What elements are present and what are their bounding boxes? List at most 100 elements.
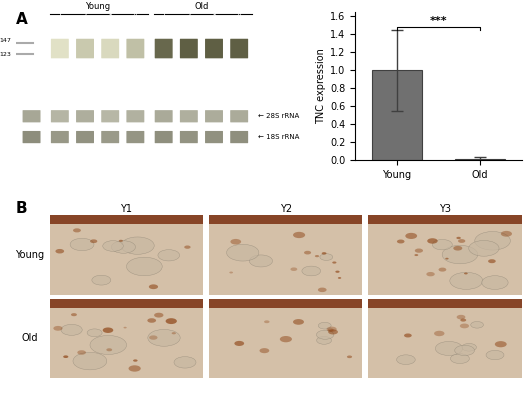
- Circle shape: [315, 255, 319, 257]
- Text: -: -: [30, 11, 33, 20]
- Circle shape: [264, 320, 269, 323]
- FancyBboxPatch shape: [51, 110, 69, 123]
- Circle shape: [280, 336, 292, 342]
- Text: Young: Young: [15, 250, 44, 260]
- Circle shape: [259, 348, 269, 353]
- Circle shape: [327, 327, 337, 332]
- Text: Old: Old: [194, 2, 209, 11]
- Circle shape: [90, 335, 126, 355]
- Circle shape: [55, 249, 64, 253]
- Circle shape: [302, 266, 320, 276]
- Text: A: A: [16, 12, 27, 27]
- Circle shape: [149, 335, 158, 340]
- Text: 2: 2: [83, 11, 87, 20]
- Circle shape: [475, 232, 511, 250]
- Circle shape: [332, 262, 336, 264]
- Circle shape: [77, 350, 86, 355]
- FancyBboxPatch shape: [205, 39, 223, 58]
- Circle shape: [488, 259, 496, 263]
- Circle shape: [456, 315, 465, 320]
- Circle shape: [290, 268, 297, 271]
- Circle shape: [426, 272, 435, 276]
- Circle shape: [184, 245, 191, 249]
- Circle shape: [414, 254, 418, 256]
- Text: Young: Young: [85, 2, 110, 11]
- Circle shape: [501, 231, 512, 237]
- Circle shape: [133, 359, 138, 362]
- Circle shape: [249, 255, 272, 267]
- Circle shape: [458, 239, 465, 243]
- Text: 4: 4: [237, 11, 241, 20]
- Circle shape: [227, 244, 259, 261]
- Circle shape: [455, 345, 474, 355]
- Circle shape: [434, 331, 444, 336]
- Bar: [368, 215, 522, 225]
- Circle shape: [73, 229, 81, 232]
- FancyBboxPatch shape: [76, 39, 94, 58]
- Text: 1: 1: [161, 11, 166, 20]
- Circle shape: [70, 238, 94, 251]
- Y-axis label: TNC expression: TNC expression: [316, 48, 326, 124]
- Circle shape: [442, 245, 478, 264]
- FancyBboxPatch shape: [101, 39, 119, 58]
- Circle shape: [435, 341, 463, 355]
- Circle shape: [230, 239, 241, 245]
- FancyBboxPatch shape: [180, 110, 198, 123]
- Circle shape: [148, 329, 180, 346]
- Text: 3: 3: [211, 11, 217, 20]
- FancyBboxPatch shape: [51, 131, 69, 143]
- Circle shape: [318, 288, 327, 292]
- Bar: [50, 299, 203, 308]
- Circle shape: [451, 354, 470, 364]
- Circle shape: [90, 239, 97, 243]
- Bar: [50, 215, 203, 225]
- FancyBboxPatch shape: [155, 131, 173, 143]
- FancyBboxPatch shape: [76, 110, 94, 123]
- Circle shape: [460, 319, 466, 322]
- Circle shape: [495, 341, 506, 347]
- Circle shape: [316, 330, 334, 339]
- Circle shape: [450, 272, 483, 289]
- Circle shape: [129, 365, 141, 372]
- Circle shape: [405, 233, 417, 239]
- Circle shape: [235, 341, 244, 346]
- Bar: [209, 299, 362, 308]
- Circle shape: [304, 251, 311, 255]
- Circle shape: [121, 237, 154, 254]
- Circle shape: [427, 238, 438, 243]
- Circle shape: [149, 284, 158, 289]
- FancyBboxPatch shape: [51, 39, 69, 58]
- Bar: [372, 70, 422, 160]
- Circle shape: [456, 237, 461, 239]
- Circle shape: [321, 252, 326, 255]
- Title: Y2: Y2: [279, 204, 291, 214]
- Circle shape: [63, 355, 69, 358]
- Circle shape: [158, 250, 180, 261]
- Circle shape: [92, 275, 111, 285]
- Circle shape: [106, 348, 112, 351]
- FancyBboxPatch shape: [126, 131, 144, 143]
- Circle shape: [87, 329, 102, 337]
- Text: B: B: [16, 201, 27, 216]
- FancyBboxPatch shape: [23, 131, 41, 143]
- Circle shape: [229, 271, 233, 273]
- Text: Old: Old: [22, 333, 38, 344]
- Circle shape: [347, 355, 352, 358]
- Circle shape: [71, 313, 77, 316]
- Circle shape: [293, 319, 304, 325]
- Circle shape: [335, 271, 339, 273]
- Circle shape: [53, 326, 63, 331]
- Title: Y3: Y3: [439, 204, 451, 214]
- Text: 123: 123: [0, 52, 11, 57]
- Circle shape: [415, 249, 423, 253]
- FancyBboxPatch shape: [230, 110, 248, 123]
- FancyBboxPatch shape: [205, 110, 223, 123]
- Title: Y1: Y1: [120, 204, 132, 214]
- Circle shape: [174, 357, 196, 368]
- Circle shape: [154, 313, 163, 318]
- Circle shape: [61, 324, 82, 335]
- FancyBboxPatch shape: [180, 131, 198, 143]
- Bar: [368, 299, 522, 308]
- FancyBboxPatch shape: [76, 131, 94, 143]
- Circle shape: [148, 318, 156, 323]
